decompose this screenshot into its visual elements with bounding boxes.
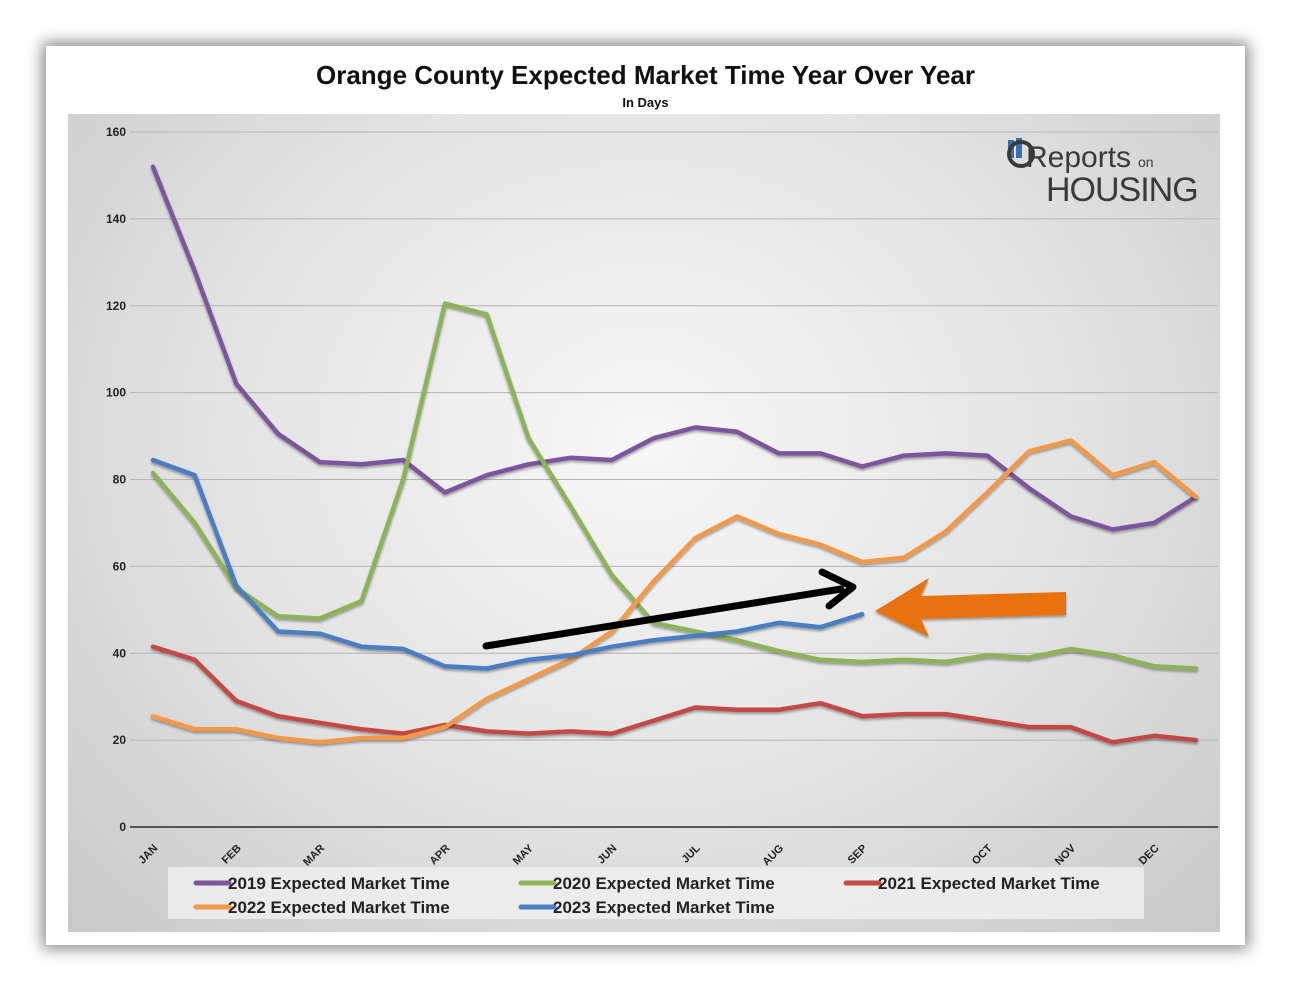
legend-label: 2021 Expected Market Time [878, 874, 1100, 893]
legend-label: 2020 Expected Market Time [553, 874, 775, 893]
legend-label: 2023 Expected Market Time [553, 898, 775, 917]
y-tick-label: 140 [106, 212, 126, 226]
x-tick-label: FEB [220, 842, 244, 866]
chart-subtitle: In Days [622, 95, 669, 110]
x-tick-label: NOV [1053, 842, 1079, 868]
series-line-2023 [150, 457, 865, 671]
series-line-2021 [150, 644, 1199, 745]
series-line-2019 [150, 164, 1199, 532]
logo-text-on: on [1138, 154, 1154, 170]
y-tick-label: 60 [113, 559, 127, 573]
x-tick-label: DEC [1137, 842, 1162, 867]
y-axis-ticks: 0 20 40 60 80 100 120 140 160 [106, 125, 126, 834]
legend: 2019 Expected Market Time 2020 Expected M… [168, 867, 1144, 919]
x-tick-label: MAY [511, 842, 537, 868]
reports-on-housing-logo: Reports on HOUSING [1007, 138, 1199, 209]
x-tick-label: SEP [846, 842, 870, 866]
y-tick-label: 160 [106, 125, 126, 139]
logo-magnifier-icon [1007, 138, 1035, 168]
x-tick-label: JUN [595, 842, 619, 866]
x-tick-label: JAN [136, 842, 160, 866]
legend-box [168, 867, 1144, 919]
series-line-2020 [150, 301, 1199, 671]
black-trend-arrow [482, 568, 857, 650]
y-tick-label: 80 [113, 473, 127, 487]
logo-text-reports: Reports [1026, 141, 1131, 174]
chart-card: Orange County Expected Market Time Year … [46, 46, 1245, 945]
logo-text-housing: HOUSING [1046, 171, 1198, 209]
x-tick-label: JUL [680, 842, 703, 865]
line-chart: 0 20 40 60 80 100 120 140 160 JAN FEB MAR APR MAY JUN… [106, 125, 1218, 919]
x-tick-label: MAR [301, 842, 327, 868]
orange-callout-arrow [875, 578, 1066, 637]
series-line-2022 [150, 438, 1199, 745]
x-tick-label: OCT [970, 842, 995, 867]
plot-area-background [68, 114, 1220, 932]
x-tick-label: APR [428, 842, 453, 867]
legend-label: 2022 Expected Market Time [228, 898, 450, 917]
y-tick-label: 0 [119, 820, 126, 834]
series-lines [150, 164, 1199, 745]
legend-label: 2019 Expected Market Time [228, 874, 450, 893]
x-axis-ticks: JAN FEB MAR APR MAY JUN JUL AUG SEP OCT NOV DEC [136, 842, 1161, 869]
x-tick-label: AUG [760, 842, 786, 868]
y-tick-label: 100 [106, 386, 126, 400]
y-tick-label: 120 [106, 299, 126, 313]
chart-title: Orange County Expected Market Time Year … [316, 60, 975, 90]
y-tick-label: 20 [113, 733, 127, 747]
gridlines [130, 131, 1218, 828]
y-tick-label: 40 [113, 646, 127, 660]
